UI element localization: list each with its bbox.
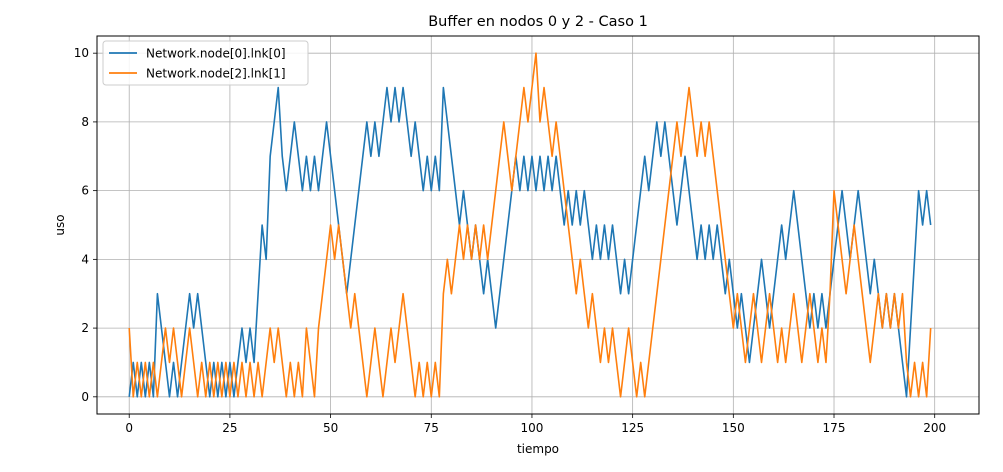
- y-tick-label: 8: [81, 115, 89, 129]
- series-line-1: [128, 52, 932, 398]
- x-tick-label: 50: [323, 421, 338, 435]
- x-tick-label: 175: [823, 421, 846, 435]
- plot-frame: [96, 35, 980, 415]
- series-layer: [128, 52, 932, 398]
- series-line-0: [128, 86, 932, 398]
- grid: [97, 36, 979, 414]
- legend-box: [102, 40, 309, 86]
- x-tick-label: 0: [125, 421, 133, 435]
- y-axis: 0 2 4 6 8 10: [74, 46, 97, 404]
- y-tick-label: 4: [81, 252, 89, 266]
- legend-label-0: Network.node[0].lnk[0]: [146, 47, 286, 61]
- y-tick-label: 10: [74, 46, 89, 60]
- y-tick-label: 0: [81, 390, 89, 404]
- x-tick-label: 25: [222, 421, 237, 435]
- y-tick-label: 2: [81, 321, 89, 335]
- x-tick-label: 125: [621, 421, 644, 435]
- x-tick-label: 75: [424, 421, 439, 435]
- x-tick-label: 100: [521, 421, 544, 435]
- x-axis-label: tiempo: [517, 442, 559, 456]
- legend-label-1: Network.node[2].lnk[1]: [146, 67, 286, 81]
- x-tick-label: 150: [722, 421, 745, 435]
- y-axis-label: uso: [53, 214, 67, 235]
- y-tick-label: 6: [81, 184, 89, 198]
- x-axis: 0 25 50 75 100 125 150 175 200: [125, 414, 946, 435]
- x-tick-label: 200: [923, 421, 946, 435]
- chart-title: Buffer en nodos 0 y 2 - Caso 1: [428, 14, 648, 30]
- legend: Network.node[0].lnk[0] Network.node[2].ln…: [102, 40, 309, 86]
